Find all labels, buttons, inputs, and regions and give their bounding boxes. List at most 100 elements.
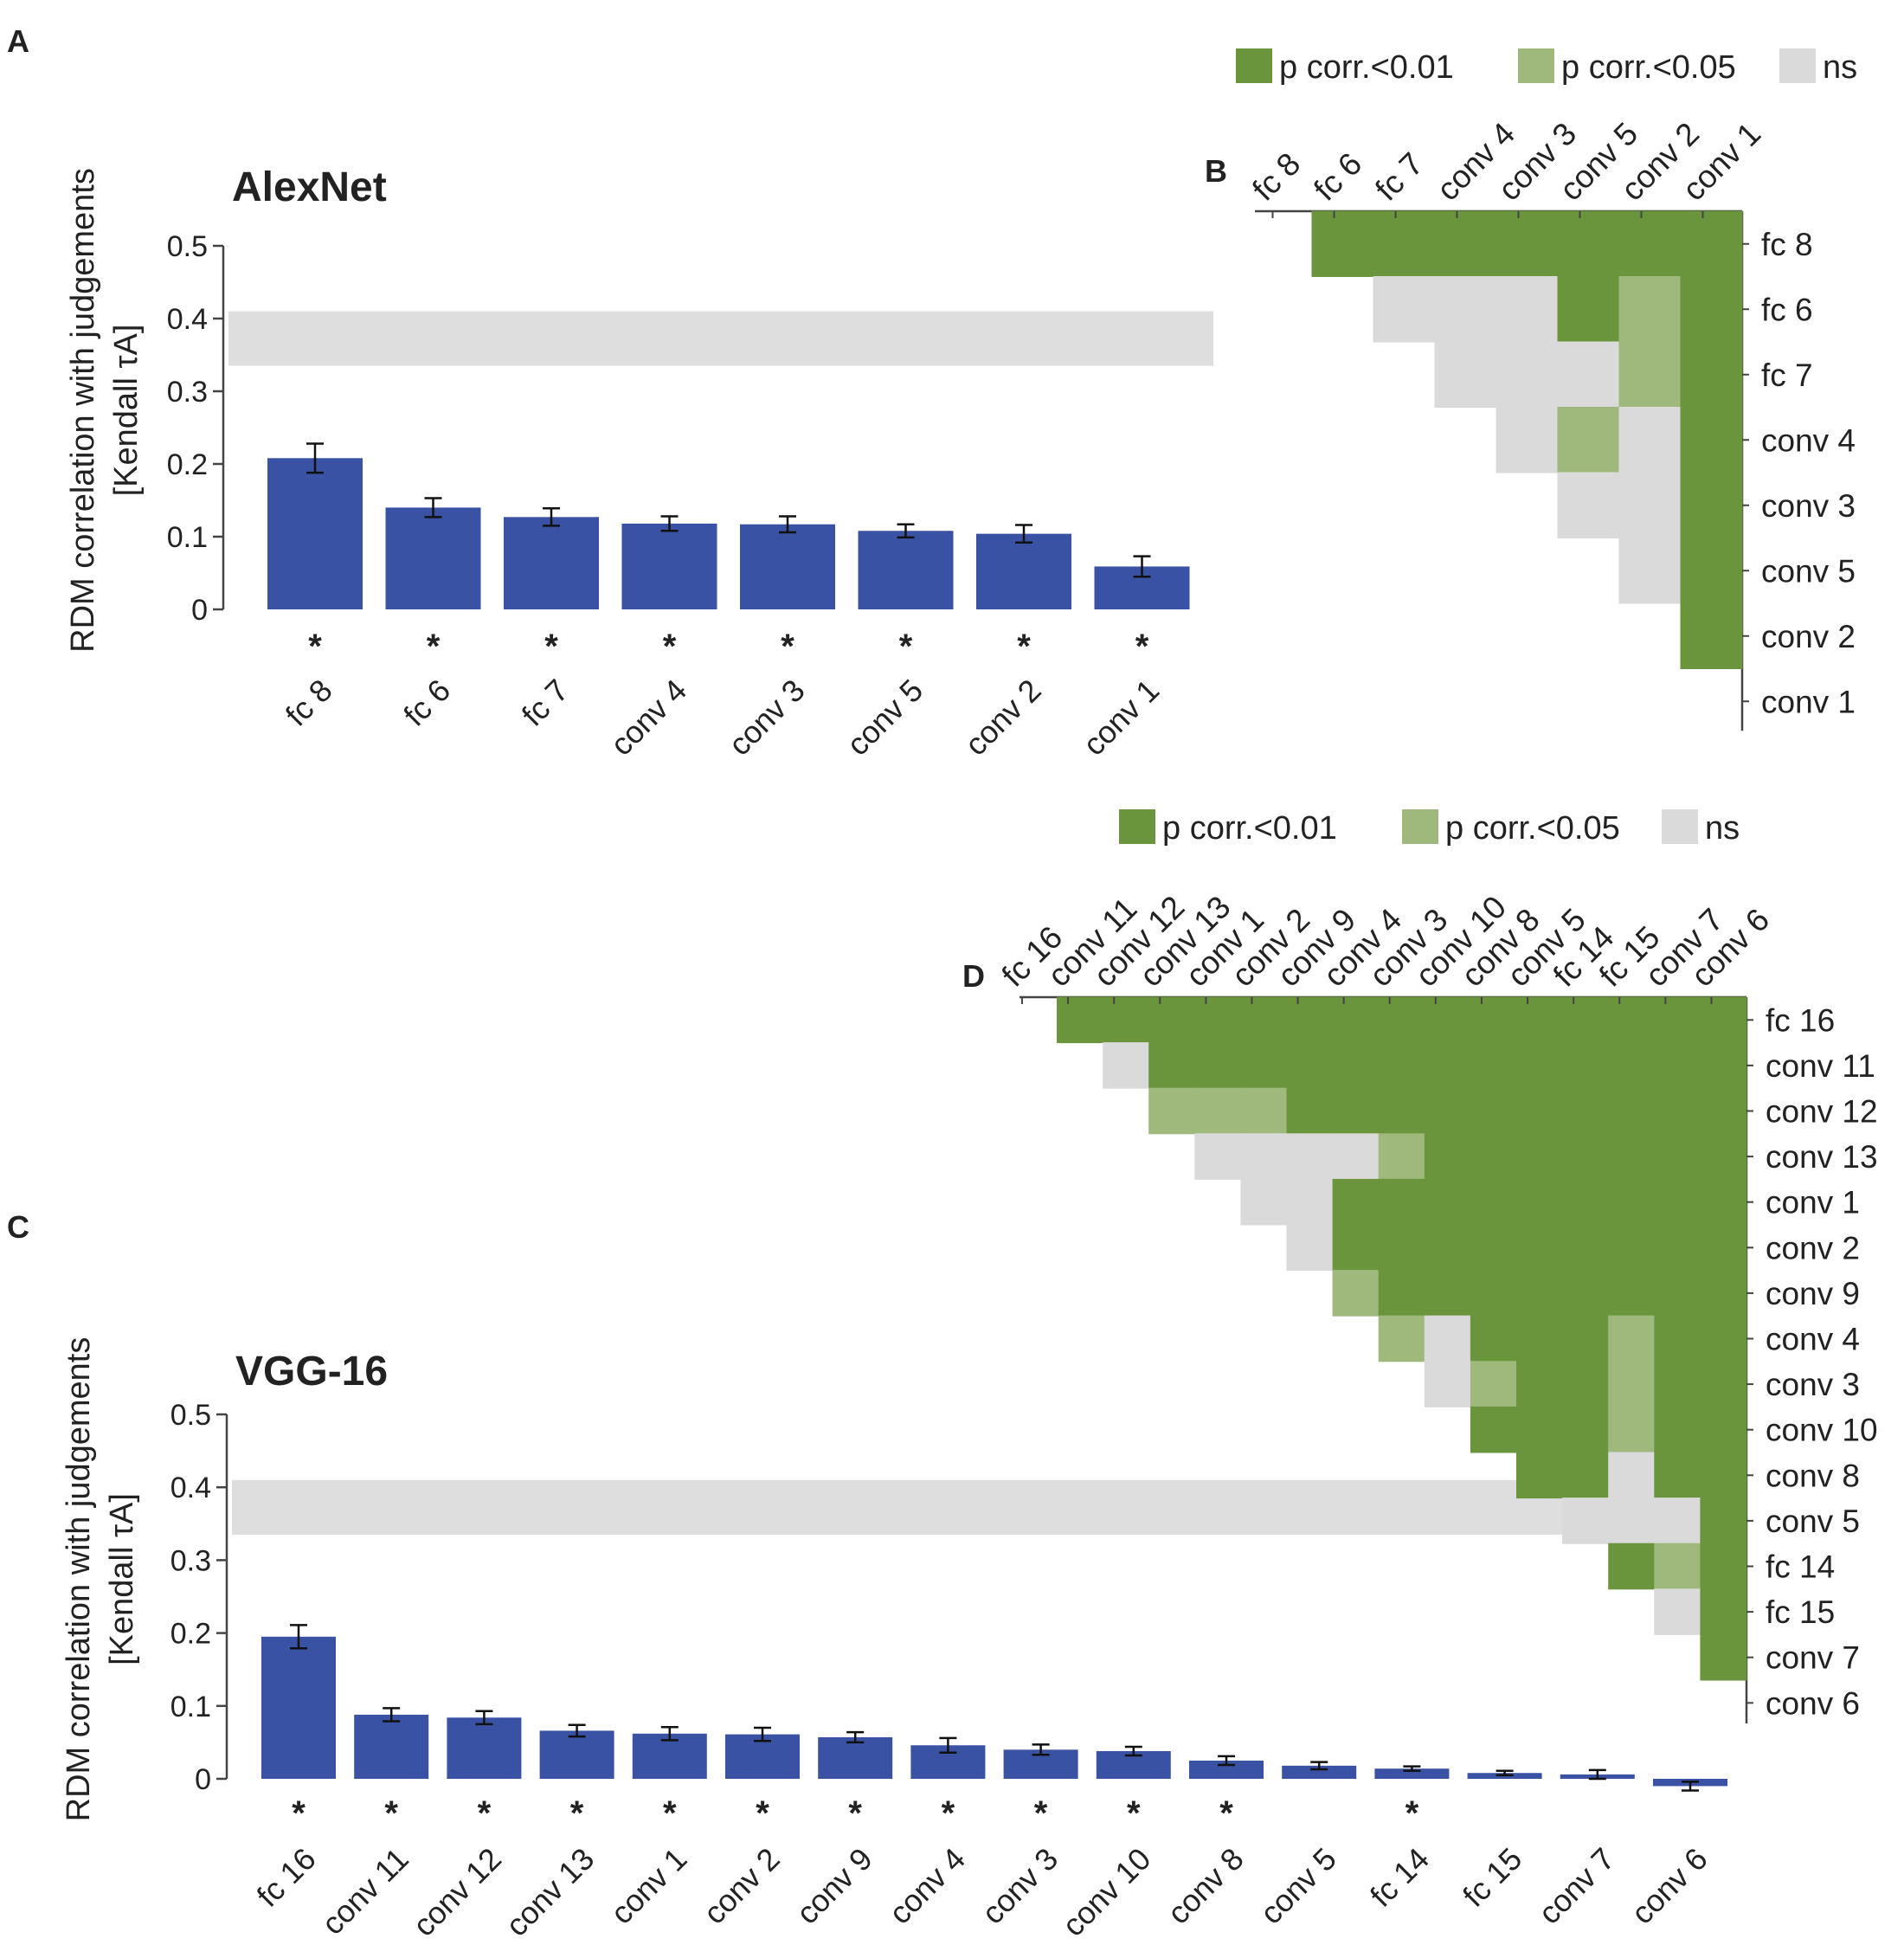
row-label-conv-1: conv 1 xyxy=(1766,1185,1860,1221)
cell-conv-12-vs-conv-5 xyxy=(1516,1087,1564,1135)
bar-conv-3 xyxy=(740,524,835,609)
cell-fc-16-vs-conv-10 xyxy=(1424,996,1471,1044)
significance-star-fc-8: * xyxy=(308,628,322,666)
cell-fc-8-vs-conv-3 xyxy=(1496,210,1559,277)
cell-conv-4-vs-conv-7 xyxy=(1654,1315,1701,1362)
cell-conv-1-vs-fc-15 xyxy=(1608,1178,1656,1226)
y-tick-label-0-2: 0.2 xyxy=(170,1618,211,1651)
cell-fc-6-vs-conv-4 xyxy=(1434,276,1497,343)
cell-conv-5-vs-conv-1 xyxy=(1680,538,1743,604)
row-label-conv-7: conv 7 xyxy=(1766,1640,1860,1676)
legend-label-p05: p corr.<0.05 xyxy=(1561,49,1736,86)
bar-conv-9 xyxy=(818,1737,893,1779)
y-tick-label-0-4: 0.4 xyxy=(170,1472,211,1504)
cell-fc-16-vs-conv-13 xyxy=(1148,996,1196,1044)
y-tick-label-0-2: 0.2 xyxy=(167,448,208,481)
cell-fc-8-vs-fc-6 xyxy=(1311,210,1374,277)
cell-fc-6-vs-fc-7 xyxy=(1373,276,1436,343)
x-tick-label-fc-7: fc 7 xyxy=(515,673,576,733)
x-tick-label-conv-1: conv 1 xyxy=(603,1841,693,1931)
y-axis-label-units: [Kendall τA] xyxy=(108,325,145,497)
cell-fc-6-vs-conv-3 xyxy=(1496,276,1559,343)
cell-conv-12-vs-conv-13 xyxy=(1148,1087,1196,1135)
panel-a-alexnet-bar-chart: A AlexNet 0 0.1 0.2 0.3 0.4 0.5 RDM correlatio… xyxy=(7,23,1213,763)
significance-star-fc-7: * xyxy=(544,628,558,666)
cell-conv-4-vs-conv-10 xyxy=(1424,1315,1471,1362)
cell-conv-12-vs-conv-6 xyxy=(1700,1087,1747,1135)
y-tick-label-0-3: 0.3 xyxy=(170,1544,211,1577)
significance-star-conv-3: * xyxy=(781,628,794,666)
row-label-conv-11: conv 11 xyxy=(1766,1048,1875,1084)
cell-fc-16-vs-conv-5 xyxy=(1516,996,1564,1044)
cell-fc-7-vs-conv-1 xyxy=(1680,341,1743,408)
cell-conv-3-vs-conv-7 xyxy=(1654,1361,1701,1407)
cell-conv-3-vs-conv-5 xyxy=(1516,1361,1564,1407)
cell-fc-16-vs-conv-2 xyxy=(1240,996,1288,1044)
cell-conv-11-vs-conv-1 xyxy=(1194,1042,1242,1089)
significance-star-conv-1: * xyxy=(1135,628,1149,666)
cell-conv-2-vs-fc-15 xyxy=(1608,1224,1656,1272)
significance-star-conv-3: * xyxy=(1034,1794,1048,1832)
cell-conv-11-vs-conv-13 xyxy=(1148,1042,1196,1089)
cell-conv-2-vs-conv-1 xyxy=(1680,602,1743,669)
y-axis-label-units: [Kendall τA] xyxy=(104,1493,140,1665)
bar-fc-8 xyxy=(267,458,363,609)
legend-swatch-p05 xyxy=(1518,48,1554,83)
cell-conv-2-vs-conv-9 xyxy=(1286,1224,1334,1272)
cell-conv-4-vs-conv-5 xyxy=(1557,407,1620,473)
cell-fc-16-vs-conv-7 xyxy=(1654,996,1701,1044)
cell-conv-3-vs-conv-10 xyxy=(1424,1361,1471,1407)
alexnet-chart-title: AlexNet xyxy=(232,164,387,210)
x-tick-label-conv-12: conv 12 xyxy=(406,1841,508,1943)
cell-fc-14-vs-fc-15 xyxy=(1608,1543,1656,1590)
cell-conv-10-vs-conv-8 xyxy=(1470,1406,1517,1453)
cell-conv-9-vs-conv-3 xyxy=(1378,1270,1425,1317)
cell-fc-16-vs-conv-4 xyxy=(1332,996,1380,1044)
cell-conv-13-vs-conv-3 xyxy=(1378,1133,1425,1180)
significance-star-conv-12: * xyxy=(478,1794,492,1832)
cell-conv-9-vs-conv-8 xyxy=(1470,1270,1517,1317)
cell-conv-4-vs-conv-5 xyxy=(1516,1315,1564,1362)
x-tick-label-conv-11: conv 11 xyxy=(315,1841,415,1942)
cell-conv-5-vs-conv-7 xyxy=(1654,1497,1701,1544)
cell-conv-4-vs-conv-3 xyxy=(1496,407,1559,473)
cell-conv-3-vs-fc-15 xyxy=(1608,1361,1656,1407)
cell-fc-16-vs-conv-8 xyxy=(1470,996,1517,1044)
cell-conv-11-vs-conv-6 xyxy=(1700,1042,1747,1089)
significance-star-fc-6: * xyxy=(427,628,441,666)
x-tick-label-conv-2: conv 2 xyxy=(958,673,1048,763)
row-label-conv-2: conv 2 xyxy=(1766,1230,1860,1266)
significance-star-conv-4: * xyxy=(663,628,677,666)
row-label-fc-16: fc 16 xyxy=(1766,1002,1835,1038)
cell-conv-13-vs-conv-6 xyxy=(1700,1133,1747,1180)
cell-conv-3-vs-conv-2 xyxy=(1618,472,1682,538)
legend-swatch-p01 xyxy=(1236,48,1272,83)
cell-conv-13-vs-conv-5 xyxy=(1516,1133,1564,1180)
y-tick-label-0-1: 0.1 xyxy=(170,1691,211,1723)
y-tick-label-0: 0 xyxy=(191,594,208,627)
y-tick-label-0-5: 0.5 xyxy=(170,1399,211,1432)
cell-fc-16-vs-fc-15 xyxy=(1608,996,1656,1044)
cell-conv-10-vs-conv-5 xyxy=(1516,1406,1564,1453)
x-tick-label-conv-5: conv 5 xyxy=(1253,1841,1343,1931)
cell-conv-3-vs-conv-1 xyxy=(1680,472,1743,538)
significance-star-conv-4: * xyxy=(942,1794,955,1832)
row-label-conv-2: conv 2 xyxy=(1761,619,1856,654)
cell-fc-8-vs-conv-4 xyxy=(1434,210,1497,277)
row-label-conv-9: conv 9 xyxy=(1766,1276,1860,1311)
row-label-conv-4: conv 4 xyxy=(1761,422,1856,458)
cell-conv-1-vs-conv-6 xyxy=(1700,1178,1747,1226)
legend-label-p01: p corr.<0.01 xyxy=(1162,810,1337,847)
cell-conv-10-vs-conv-6 xyxy=(1700,1406,1747,1453)
cell-conv-9-vs-conv-4 xyxy=(1332,1270,1380,1317)
row-label-conv-4: conv 4 xyxy=(1766,1322,1860,1357)
y-tick-label-0-1: 0.1 xyxy=(167,521,208,554)
cell-conv-11-vs-fc-14 xyxy=(1562,1042,1610,1089)
cell-conv-9-vs-conv-7 xyxy=(1654,1270,1701,1317)
cell-conv-11-vs-conv-10 xyxy=(1424,1042,1471,1089)
cell-fc-8-vs-conv-1 xyxy=(1680,210,1743,277)
x-tick-label-conv-2: conv 2 xyxy=(697,1841,787,1931)
cell-conv-5-vs-fc-14 xyxy=(1562,1497,1610,1544)
cell-conv-13-vs-conv-7 xyxy=(1654,1133,1701,1180)
significance-star-fc-16: * xyxy=(292,1794,306,1832)
